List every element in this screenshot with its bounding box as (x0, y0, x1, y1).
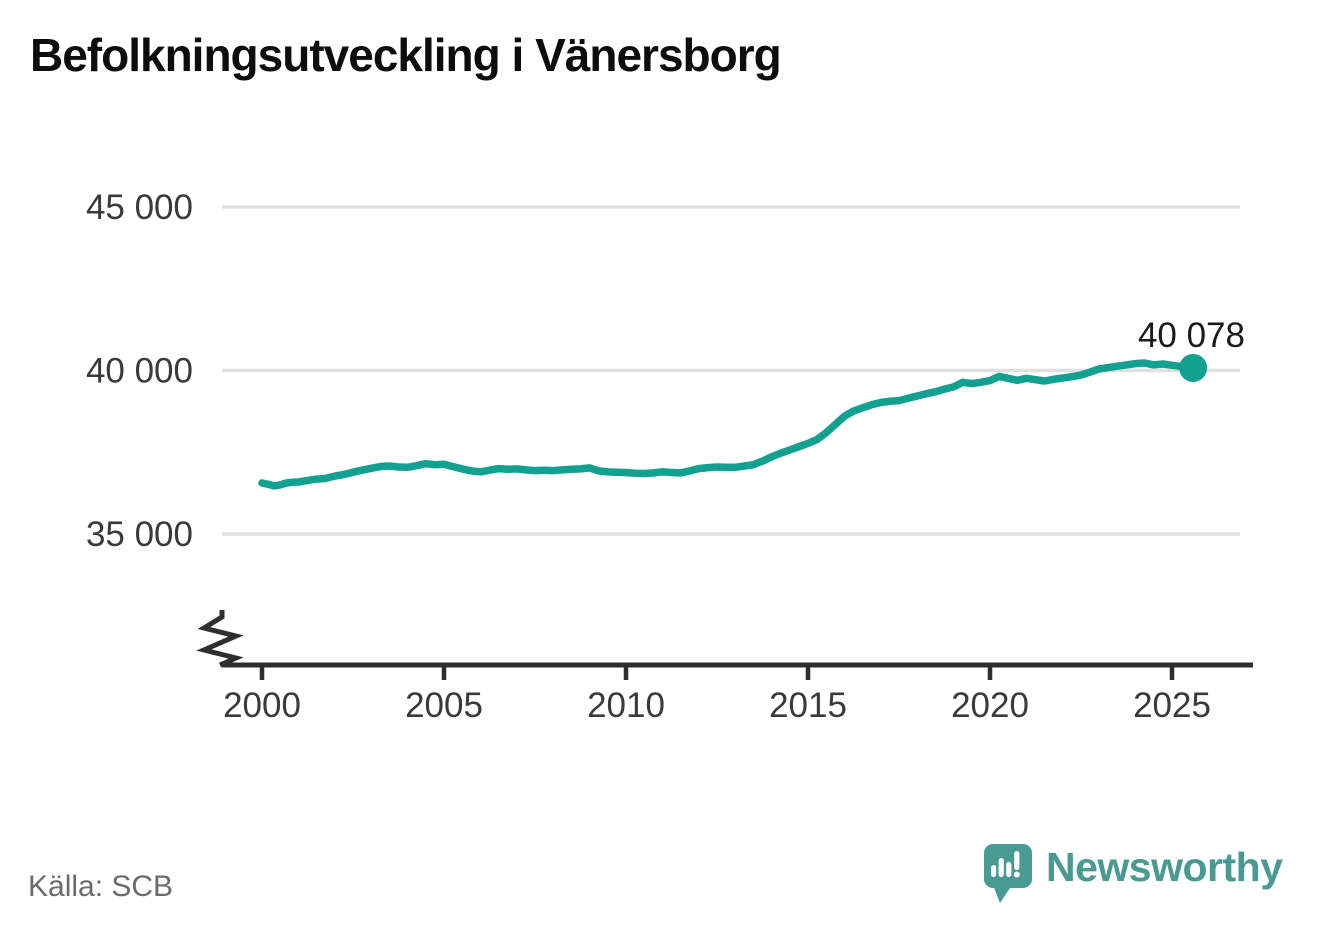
x-axis-tick-label: 2000 (223, 686, 301, 725)
x-axis-tick-label: 2025 (1133, 686, 1211, 725)
x-axis-tick-label: 2020 (951, 686, 1029, 725)
newsworthy-logo-icon (984, 844, 1032, 903)
population-line (258, 359, 1197, 490)
population-line-chart: 35 000 40 000 45 000 2000 2005 2010 2015 2020 20… (86, 188, 1253, 725)
x-axis-tick-label: 2015 (769, 686, 847, 725)
x-axis-tick-label: 2005 (405, 686, 483, 725)
axis-break-icon (196, 610, 244, 668)
y-axis-tick-label: 35 000 (86, 515, 193, 554)
y-axis-tick-label: 40 000 (86, 352, 193, 391)
newsworthy-brand: Newsworthy (983, 843, 1283, 905)
latest-value-dot (1179, 353, 1208, 382)
latest-value-label: 40 078 (1138, 316, 1245, 355)
chart-title: Befolkningsutveckling i Vänersborg (30, 29, 782, 81)
x-axis-tick-label: 2010 (587, 686, 665, 725)
source-caption: Källa: SCB (28, 870, 174, 903)
newsworthy-logo-text: Newsworthy (1046, 843, 1283, 890)
y-axis-tick-label: 45 000 (86, 188, 193, 227)
